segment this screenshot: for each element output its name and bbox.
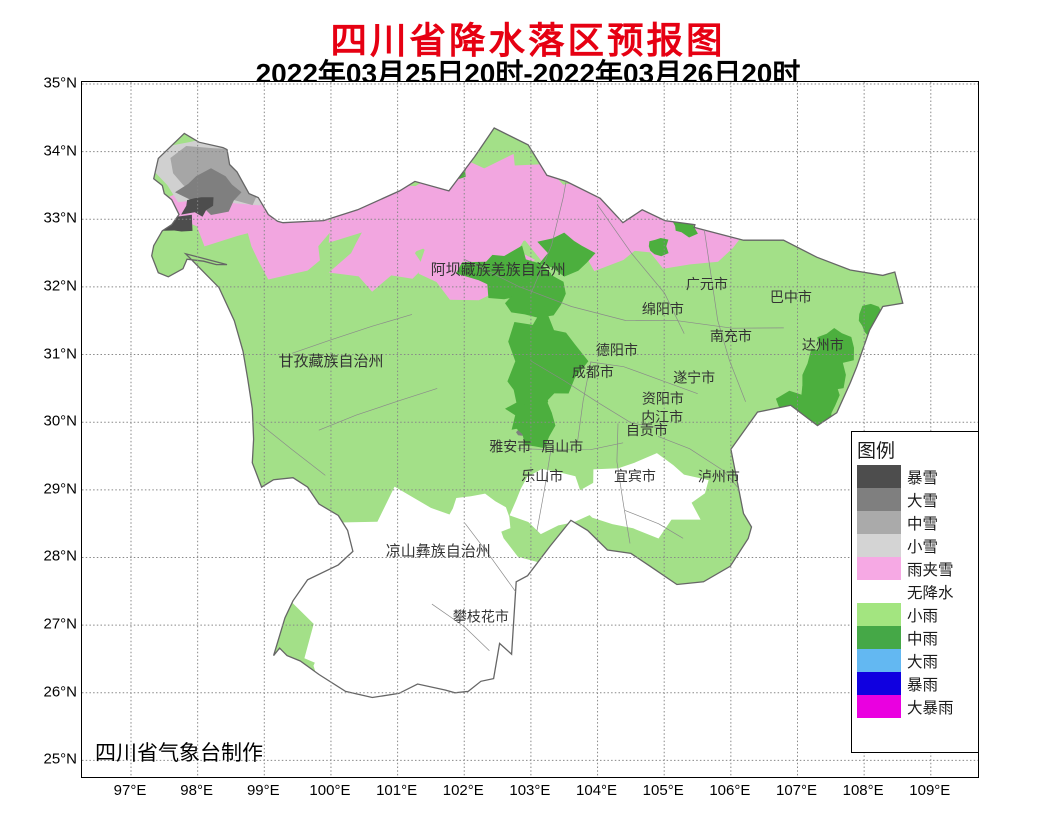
- svg-text:宜宾市: 宜宾市: [614, 468, 656, 484]
- svg-text:攀枝花市: 攀枝花市: [453, 609, 509, 625]
- svg-text:巴中市: 巴中市: [770, 289, 812, 305]
- svg-text:遂宁市: 遂宁市: [673, 369, 715, 385]
- svg-text:甘孜藏族自治州: 甘孜藏族自治州: [278, 353, 383, 370]
- svg-text:自贡市: 自贡市: [626, 422, 668, 438]
- svg-text:雅安市: 雅安市: [489, 438, 531, 454]
- svg-text:眉山市: 眉山市: [541, 438, 583, 454]
- svg-text:达州市: 达州市: [802, 337, 844, 353]
- svg-text:泸州市: 泸州市: [698, 469, 740, 485]
- svg-text:德阳市: 德阳市: [596, 342, 638, 358]
- svg-text:广元市: 广元市: [686, 276, 728, 292]
- svg-text:成都市: 成都市: [572, 364, 614, 380]
- svg-text:凉山彝族自治州: 凉山彝族自治州: [386, 543, 491, 560]
- svg-text:阿坝藏族羌族自治州: 阿坝藏族羌族自治州: [431, 262, 566, 279]
- svg-text:南充市: 南充市: [710, 328, 752, 344]
- svg-text:资阳市: 资阳市: [642, 390, 684, 406]
- svg-text:绵阳市: 绵阳市: [642, 301, 684, 317]
- svg-text:乐山市: 乐山市: [521, 468, 563, 484]
